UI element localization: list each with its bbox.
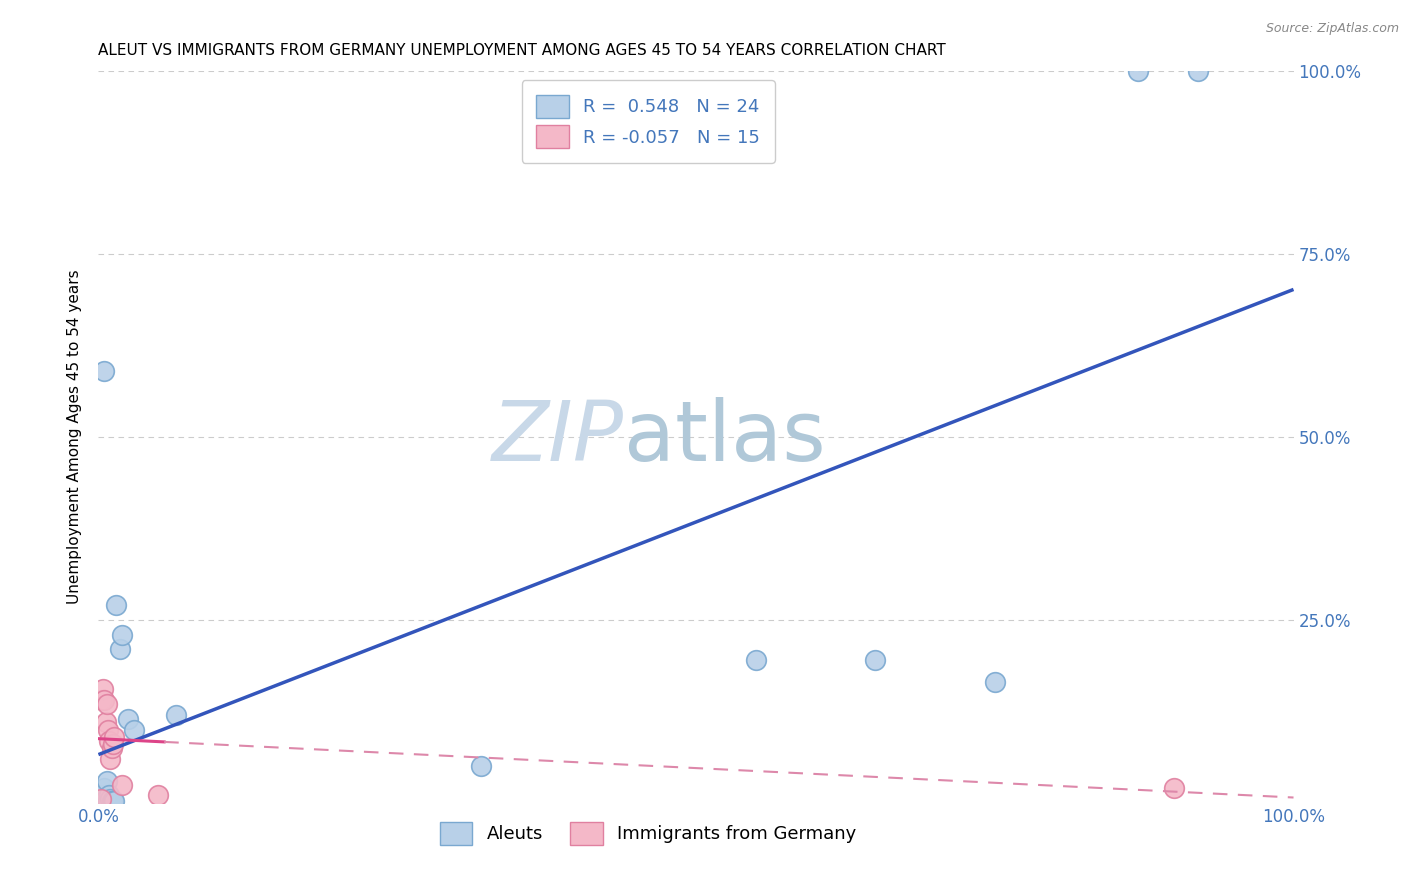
Point [100,740,122,755]
Point [93,781,115,796]
Point [984,675,1007,690]
Text: Source: ZipAtlas.com: Source: ZipAtlas.com [1265,22,1399,36]
Point [103,730,125,744]
Text: ZIP: ZIP [492,397,624,477]
Point [1187,64,1209,78]
Point [96,697,118,711]
Point [101,794,124,808]
Point [93,364,115,378]
Point [98,752,122,766]
Point [148,789,170,803]
Text: ALEUT VS IMMIGRANTS FROM GERMANY UNEMPLOYMENT AMONG AGES 45 TO 54 YEARS CORRELAT: ALEUT VS IMMIGRANTS FROM GERMANY UNEMPLO… [98,43,946,58]
Legend: Aleuts, Immigrants from Germany: Aleuts, Immigrants from Germany [426,807,870,860]
Point [97,723,120,737]
Point [100,794,122,808]
Point [165,708,187,723]
Point [103,794,125,808]
Point [94,792,117,806]
Point [91,693,114,707]
Y-axis label: Unemployment Among Ages 45 to 54 years: Unemployment Among Ages 45 to 54 years [67,269,83,605]
Point [98,789,121,803]
Text: atlas: atlas [624,397,825,477]
Point [96,773,118,788]
Point [91,792,114,806]
Point [865,653,887,667]
Point [101,737,124,751]
Point [93,693,115,707]
Point [90,792,112,806]
Point [94,715,117,730]
Point [117,712,139,726]
Point [124,723,146,737]
Point [108,642,131,657]
Point [91,789,114,803]
Point [745,653,768,667]
Point [98,792,122,806]
Point [111,627,134,641]
Point [1163,781,1185,796]
Point [91,682,114,697]
Point [97,794,120,808]
Point [470,759,492,773]
Point [98,733,121,747]
Point [1128,64,1150,78]
Point [111,778,134,792]
Point [105,599,128,613]
